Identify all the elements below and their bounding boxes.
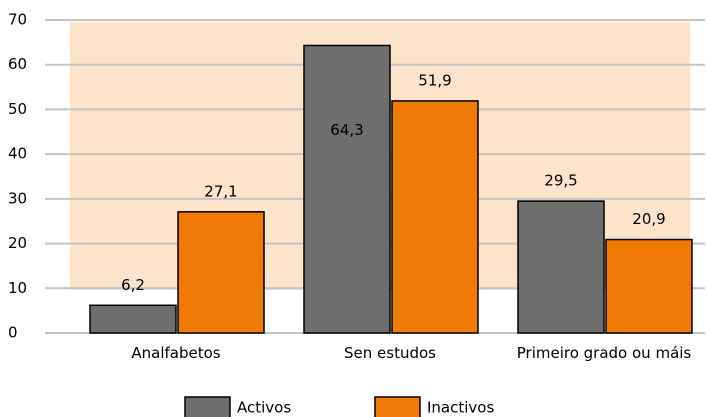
y-tick-label: 60 [8, 55, 27, 73]
x-tick-label: Analfabetos [86, 343, 266, 363]
y-tick-label: 50 [8, 100, 27, 118]
y-tick-label: 30 [8, 189, 27, 207]
bar [518, 201, 604, 333]
y-tick-label: 10 [8, 279, 27, 297]
legend-label: Activos [237, 399, 291, 417]
data-label: 51,9 [418, 71, 451, 89]
legend-label: Inactivos [427, 399, 494, 417]
chart-container: 0 10 20 30 40 50 60 70 6,2 27,1 64,3 51,9 29,5 20,9 Ac… [0, 0, 708, 417]
data-label: 64,3 [330, 121, 363, 139]
x-tick-label: Primeiro grado ou máis [514, 343, 694, 363]
data-label: 27,1 [204, 182, 237, 200]
bar [178, 212, 264, 333]
x-tick-label: Sen estudos [300, 343, 480, 363]
legend-swatch [185, 397, 230, 417]
legend-swatch [375, 397, 420, 417]
bar [90, 305, 176, 333]
bar [606, 240, 692, 333]
data-label: 6,2 [121, 276, 145, 294]
data-label: 20,9 [632, 210, 665, 228]
y-tick-label: 0 [8, 324, 18, 342]
y-tick-label: 40 [8, 145, 27, 163]
bar [304, 45, 390, 333]
y-tick-label: 20 [8, 234, 27, 252]
data-label: 29,5 [544, 172, 577, 190]
bar [392, 101, 478, 333]
y-tick-label: 70 [8, 11, 27, 29]
